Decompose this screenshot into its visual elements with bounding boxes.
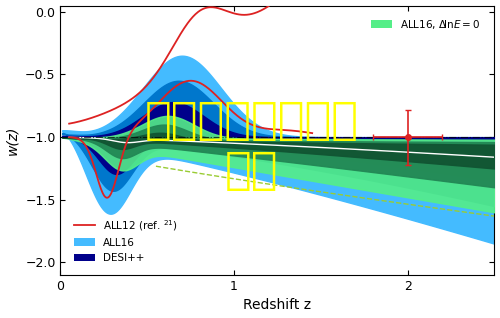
Text: 工控运动控制，工
控运: 工控运动控制，工 控运: [144, 99, 358, 192]
Legend: ALL16, $\Delta\!\ln\!E = 0$: ALL16, $\Delta\!\ln\!E = 0$: [367, 13, 485, 35]
Y-axis label: w(z): w(z): [6, 126, 20, 155]
X-axis label: Redshift z: Redshift z: [244, 299, 312, 313]
